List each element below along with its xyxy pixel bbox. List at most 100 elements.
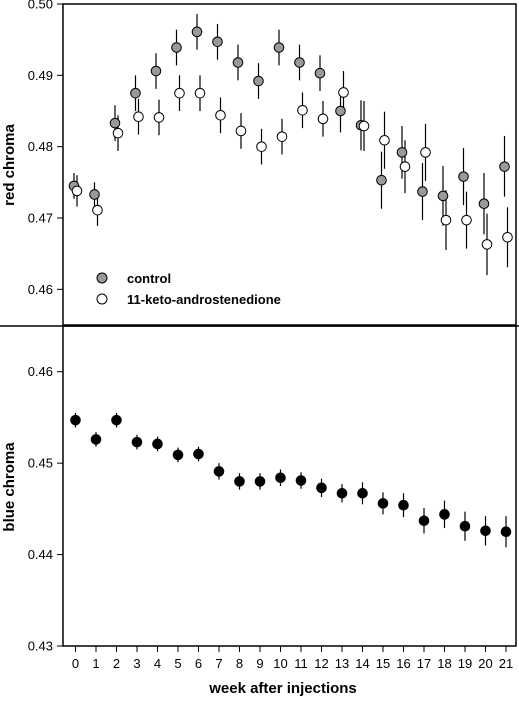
x-tick-label: 17 xyxy=(417,656,431,671)
data-point xyxy=(232,57,244,68)
data-point xyxy=(273,42,285,53)
blue-panel-frame xyxy=(62,325,517,647)
x-tick-label: 20 xyxy=(478,656,492,671)
data-point xyxy=(336,488,348,499)
data-point xyxy=(338,87,349,98)
x-tick-label: 1 xyxy=(92,656,99,671)
data-point xyxy=(437,190,449,202)
x-tick-label: 4 xyxy=(154,656,161,671)
data-point xyxy=(89,189,100,200)
data-point xyxy=(314,67,326,79)
blue-y-tick-label: 0.45 xyxy=(28,456,53,471)
data-point xyxy=(379,134,390,146)
x-tick-label: 8 xyxy=(236,656,243,671)
x-tick-label: 10 xyxy=(273,656,287,671)
data-point xyxy=(253,75,264,87)
red-y-tick-label: 0.50 xyxy=(28,0,53,12)
data-point xyxy=(152,438,163,450)
x-tick-label: 11 xyxy=(294,656,308,671)
data-point xyxy=(276,131,288,142)
x-tick-label: 16 xyxy=(396,656,410,671)
data-point xyxy=(193,448,204,460)
data-point xyxy=(461,214,472,226)
data-point xyxy=(481,239,493,250)
data-point xyxy=(194,87,206,99)
x-tick-label: 0 xyxy=(72,656,79,671)
data-point xyxy=(317,113,329,125)
x-tick-label: 15 xyxy=(376,656,390,671)
x-tick-label: 21 xyxy=(499,656,513,671)
red-y-tick-label: 0.47 xyxy=(28,211,53,226)
legend-marker-control xyxy=(96,272,108,284)
data-point xyxy=(294,57,305,68)
blue-chroma-panel: 0.430.440.450.46 0 1 2 3 4 5 6 7 8 9 10 11 12 13 14 15 1… xyxy=(1,325,517,697)
blue-y-axis-title: blue chroma xyxy=(1,442,18,532)
data-point xyxy=(499,161,510,172)
red-chroma-panel: 0.46 0.47 0.48 0.49 0.50 red chroma control … xyxy=(1,0,517,326)
data-point xyxy=(150,65,162,77)
blue-data-points xyxy=(70,414,512,538)
data-point xyxy=(234,476,245,487)
data-point xyxy=(275,472,286,484)
data-point xyxy=(215,109,226,121)
blue-y-tick-label: 0.44 xyxy=(28,547,53,562)
blue-y-tick-label: 0.43 xyxy=(28,639,53,654)
data-point xyxy=(92,204,103,216)
x-tick-label: 19 xyxy=(458,656,472,671)
data-point xyxy=(440,214,452,226)
data-point xyxy=(459,520,471,532)
red-y-tick-label: 0.49 xyxy=(28,68,53,83)
data-point xyxy=(500,526,512,538)
data-point xyxy=(297,104,308,116)
data-point xyxy=(254,476,266,487)
x-tick-label: 2 xyxy=(113,656,120,671)
data-point xyxy=(335,105,346,117)
data-point xyxy=(171,42,182,53)
red-panel-frame xyxy=(62,3,517,326)
data-point xyxy=(458,171,469,182)
legend-label-keto: 11-keto-androstenedione xyxy=(127,292,281,307)
data-point xyxy=(71,185,83,197)
data-point xyxy=(131,436,143,448)
red-error-bars xyxy=(73,13,509,276)
data-point xyxy=(153,112,165,123)
data-point xyxy=(256,141,267,152)
data-point xyxy=(212,36,223,48)
data-point xyxy=(109,117,121,129)
x-tick-label: 5 xyxy=(174,656,181,671)
data-point xyxy=(235,125,247,137)
data-point xyxy=(478,198,490,210)
data-point xyxy=(420,147,431,158)
data-point xyxy=(70,414,81,426)
data-point xyxy=(396,147,408,158)
x-tick-label: 3 xyxy=(133,656,140,671)
x-tick-label: 14 xyxy=(355,656,369,671)
x-tick-label: 7 xyxy=(215,656,222,671)
red-y-tick-label: 0.48 xyxy=(28,139,53,154)
red-data-points xyxy=(68,26,513,250)
legend-marker-keto xyxy=(96,293,108,305)
blue-y-tick-label: 0.46 xyxy=(28,364,53,379)
data-point xyxy=(90,434,102,445)
data-point xyxy=(213,466,225,477)
x-tick-label: 13 xyxy=(335,656,349,671)
data-point xyxy=(480,525,491,537)
blue-error-bars xyxy=(74,412,507,548)
data-point xyxy=(377,498,389,509)
x-tick-label: 12 xyxy=(314,656,328,671)
red-y-tick-label: 0.46 xyxy=(28,282,53,297)
data-point xyxy=(502,231,513,243)
data-point xyxy=(112,127,124,139)
x-tick-label: 9 xyxy=(256,656,263,671)
data-point xyxy=(174,87,185,99)
data-point xyxy=(357,488,368,499)
data-point xyxy=(133,111,144,123)
legend-label-control: control xyxy=(127,271,171,286)
data-point xyxy=(399,161,411,172)
data-point xyxy=(295,475,307,486)
data-point xyxy=(398,499,409,511)
x-tick-label: 18 xyxy=(437,656,451,671)
x-axis-title: week after injections xyxy=(208,680,357,697)
data-point xyxy=(417,186,428,197)
